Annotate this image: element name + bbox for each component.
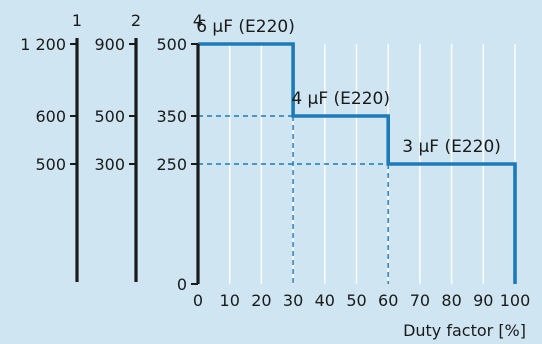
y1-tick-label-0: 500 bbox=[35, 155, 66, 174]
y2-tick-label-1: 500 bbox=[94, 107, 125, 126]
x-tick-label-100: 100 bbox=[500, 291, 531, 310]
x-tick-label-70: 70 bbox=[410, 291, 430, 310]
x-tick-label-90: 90 bbox=[473, 291, 493, 310]
x-tick-label-20: 20 bbox=[251, 291, 271, 310]
guide-lines bbox=[198, 115, 389, 284]
x-tick-label-10: 10 bbox=[220, 291, 240, 310]
x-tick-label-80: 80 bbox=[441, 291, 461, 310]
x-tick-label-60: 60 bbox=[378, 291, 398, 310]
y4-tick-label-250: 250 bbox=[156, 155, 187, 174]
x-axis-label: Duty factor [%] bbox=[403, 321, 526, 340]
x-tick-label-30: 30 bbox=[283, 291, 303, 310]
y4-tick-label-500: 500 bbox=[156, 35, 187, 54]
step-annotation-0: 6 µF (E220) bbox=[196, 17, 295, 37]
x-tick-label-0: 0 bbox=[193, 291, 203, 310]
step-annotation-1: 4 µF (E220) bbox=[291, 89, 390, 109]
y-axis-2-header: 2 bbox=[131, 11, 141, 30]
y2-tick-label-2: 900 bbox=[94, 35, 125, 54]
x-tick-label-50: 50 bbox=[346, 291, 366, 310]
y4-tick-label-350: 350 bbox=[156, 107, 187, 126]
y-axis-1-header: 1 bbox=[72, 11, 82, 30]
y1-tick-label-2: 1 200 bbox=[20, 35, 66, 54]
step-line bbox=[198, 42, 517, 284]
y2-tick-label-0: 300 bbox=[94, 155, 125, 174]
axes: 0 10 20 30 40 50 60 70 80 90 100 0 250 350 500 4 300 500 9… bbox=[20, 11, 530, 310]
y4-tick-label-0: 0 bbox=[177, 275, 187, 294]
step-annotation-2: 3 µF (E220) bbox=[402, 137, 501, 157]
annotations: 6 µF (E220) 4 µF (E220) 3 µF (E220) bbox=[196, 17, 501, 157]
series-layer bbox=[198, 42, 517, 284]
y1-tick-label-1: 600 bbox=[35, 107, 66, 126]
x-tick-label-40: 40 bbox=[315, 291, 335, 310]
y-axis-4-header: 4 bbox=[193, 11, 203, 30]
